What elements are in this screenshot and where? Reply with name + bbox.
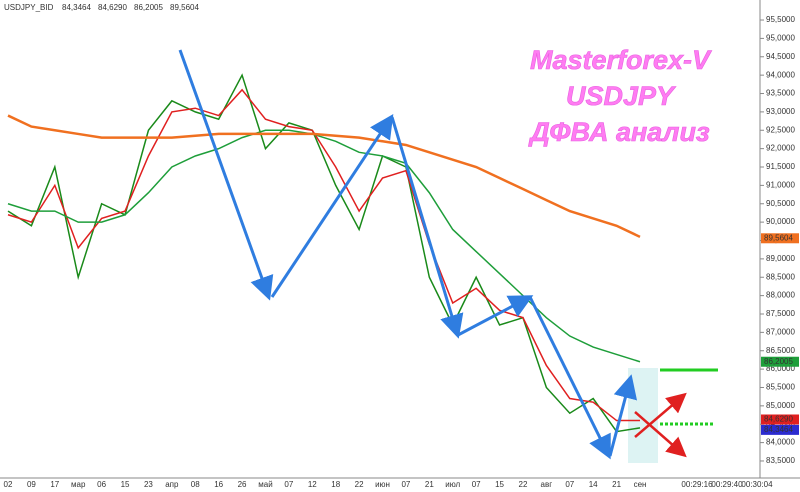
price-tag <box>761 424 799 435</box>
y-tick-label: 90,5000 <box>766 199 795 208</box>
y-tick-label: 87,0000 <box>766 327 795 336</box>
time-label: 00:29:16 <box>681 480 713 489</box>
x-tick-label: 07 <box>284 480 293 489</box>
price-tag-label: 84,6290 <box>764 415 793 424</box>
annotation: Masterforex-V <box>530 45 712 75</box>
x-tick-label: июл <box>445 480 460 489</box>
y-tick-label: 85,5000 <box>766 383 795 392</box>
y-tick-label: 85,0000 <box>766 401 795 410</box>
x-tick-label: 07 <box>565 480 574 489</box>
y-tick-label: 83,5000 <box>766 456 795 465</box>
y-tick-label: 86,5000 <box>766 346 795 355</box>
y-tick-label: 90,0000 <box>766 217 795 226</box>
price-tag <box>761 414 799 425</box>
x-tick-label: 26 <box>238 480 247 489</box>
reading: 89,5604 <box>170 3 199 12</box>
price-tag-label: 89,5604 <box>764 233 793 242</box>
y-tick-label: 95,5000 <box>766 15 795 24</box>
x-tick-label: 16 <box>214 480 223 489</box>
x-tick-label: 02 <box>4 480 13 489</box>
y-tick-label: 89,0000 <box>766 254 795 263</box>
x-tick-label: 21 <box>612 480 621 489</box>
x-tick-label: 17 <box>50 480 59 489</box>
target-lines <box>634 368 718 458</box>
annotation: ДФВА анализ <box>528 117 710 147</box>
x-tick-label: 15 <box>495 480 504 489</box>
y-tick-label: 91,0000 <box>766 180 795 189</box>
x-tick-label: сен <box>634 480 647 489</box>
series-line <box>7 73 641 433</box>
series-line <box>7 88 640 422</box>
series-line <box>7 114 641 238</box>
x-tick-label: 08 <box>191 480 200 489</box>
price-tag-label: 84,3464 <box>764 425 793 434</box>
reading: 86,2005 <box>134 3 163 12</box>
price-tag <box>761 233 799 244</box>
reading: 84,3464 <box>62 3 91 12</box>
highlight-zone <box>628 368 658 463</box>
time-label: 00:30:04 <box>741 480 773 489</box>
x-tick-label: май <box>258 480 272 489</box>
x-tick-label: апр <box>165 480 179 489</box>
reading: 84,6290 <box>98 3 127 12</box>
x-tick-label: 12 <box>308 480 317 489</box>
time-label: 00:29:40 <box>711 480 743 489</box>
y-tick-label: 94,5000 <box>766 52 795 61</box>
x-tick-label: 15 <box>121 480 130 489</box>
annotation: USDJPY <box>566 81 677 111</box>
y-tick-label: 95,0000 <box>766 34 795 43</box>
y-tick-label: 88,5000 <box>766 272 795 281</box>
wave-arrows <box>178 49 638 460</box>
y-tick-label: 93,5000 <box>766 89 795 98</box>
x-tick-label: 07 <box>472 480 481 489</box>
y-tick-label: 94,0000 <box>766 70 795 79</box>
y-tick-label: 93,0000 <box>766 107 795 116</box>
x-tick-label: мар <box>71 480 86 489</box>
header: USDJPY_BID <box>4 3 54 12</box>
y-tick-label: 91,5000 <box>766 162 795 171</box>
y-tick-label: 92,5000 <box>766 125 795 134</box>
symbol: USDJPY_BID <box>4 3 54 12</box>
x-tick-label: 22 <box>355 480 364 489</box>
x-tick-label: 18 <box>331 480 340 489</box>
x-tick-label: 06 <box>97 480 106 489</box>
x-tick-label: июн <box>375 480 390 489</box>
x-tick-label: 07 <box>401 480 410 489</box>
y-tick-label: 84,0000 <box>766 438 795 447</box>
y-tick-label: 87,5000 <box>766 309 795 318</box>
x-tick-label: 09 <box>27 480 36 489</box>
x-tick-label: 14 <box>589 480 598 489</box>
price-tag-label: 86,2005 <box>764 357 793 366</box>
plot <box>7 73 641 433</box>
y-tick-label: 88,0000 <box>766 291 795 300</box>
y-tick-label: 86,0000 <box>766 364 795 373</box>
x-tick-label: 23 <box>144 480 153 489</box>
x-tick-label: 21 <box>425 480 434 489</box>
x-tick-label: авг <box>541 480 553 489</box>
price-tag <box>761 356 799 367</box>
y-tick-label: 92,0000 <box>766 144 795 153</box>
x-tick-label: 22 <box>519 480 528 489</box>
